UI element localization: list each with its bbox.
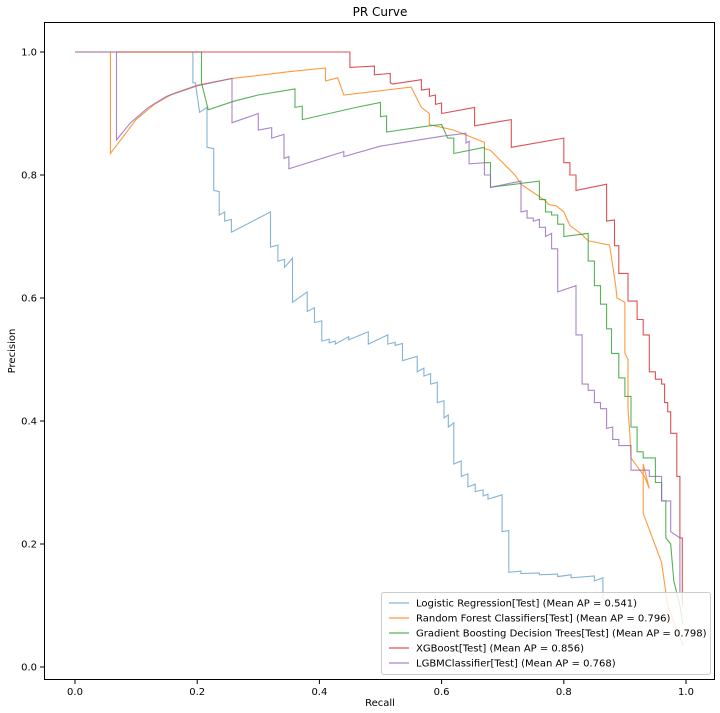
x-tick-label: 0.2 xyxy=(189,687,205,698)
x-tick-label: 0.6 xyxy=(434,687,450,698)
y-tick-label: 0.0 xyxy=(21,663,37,674)
legend-label: LGBMClassifier[Test] (Mean AP = 0.768) xyxy=(416,659,616,670)
legend-label: Random Forest Classifiers[Test] (Mean AP… xyxy=(416,614,671,625)
x-axis-label: Recall xyxy=(365,698,395,709)
x-tick-label: 1.0 xyxy=(678,687,694,698)
x-tick-label: 0.0 xyxy=(67,687,83,698)
legend-label: XGBoost[Test] (Mean AP = 0.856) xyxy=(416,644,584,655)
x-axis-ticks: 0.0 0.2 0.4 0.6 0.8 1.0 xyxy=(67,680,694,698)
y-tick-label: 0.6 xyxy=(21,294,37,305)
chart-title: PR Curve xyxy=(353,5,408,19)
x-tick-label: 0.4 xyxy=(311,687,327,698)
y-tick-label: 0.8 xyxy=(21,171,37,182)
series-line-4 xyxy=(75,51,681,594)
y-axis-label: Precision xyxy=(7,329,18,374)
legend: Logistic Regression[Test] (Mean AP = 0.5… xyxy=(381,592,711,675)
y-tick-label: 0.4 xyxy=(21,417,37,428)
legend-label: Logistic Regression[Test] (Mean AP = 0.5… xyxy=(416,599,637,610)
legend-box xyxy=(381,592,711,675)
series-line-3 xyxy=(75,51,683,606)
x-tick-label: 0.8 xyxy=(556,687,572,698)
axes-frame xyxy=(44,22,715,680)
y-tick-label: 0.2 xyxy=(21,540,37,551)
y-tick-label: 1.0 xyxy=(21,48,37,59)
series-layer xyxy=(75,51,685,646)
legend-label: Gradient Boosting Decision Trees[Test] (… xyxy=(416,629,707,640)
series-line-2 xyxy=(75,51,684,625)
series-line-0 xyxy=(75,51,610,606)
y-axis-ticks: 0.0 0.2 0.4 0.6 0.8 1.0 xyxy=(21,48,45,674)
